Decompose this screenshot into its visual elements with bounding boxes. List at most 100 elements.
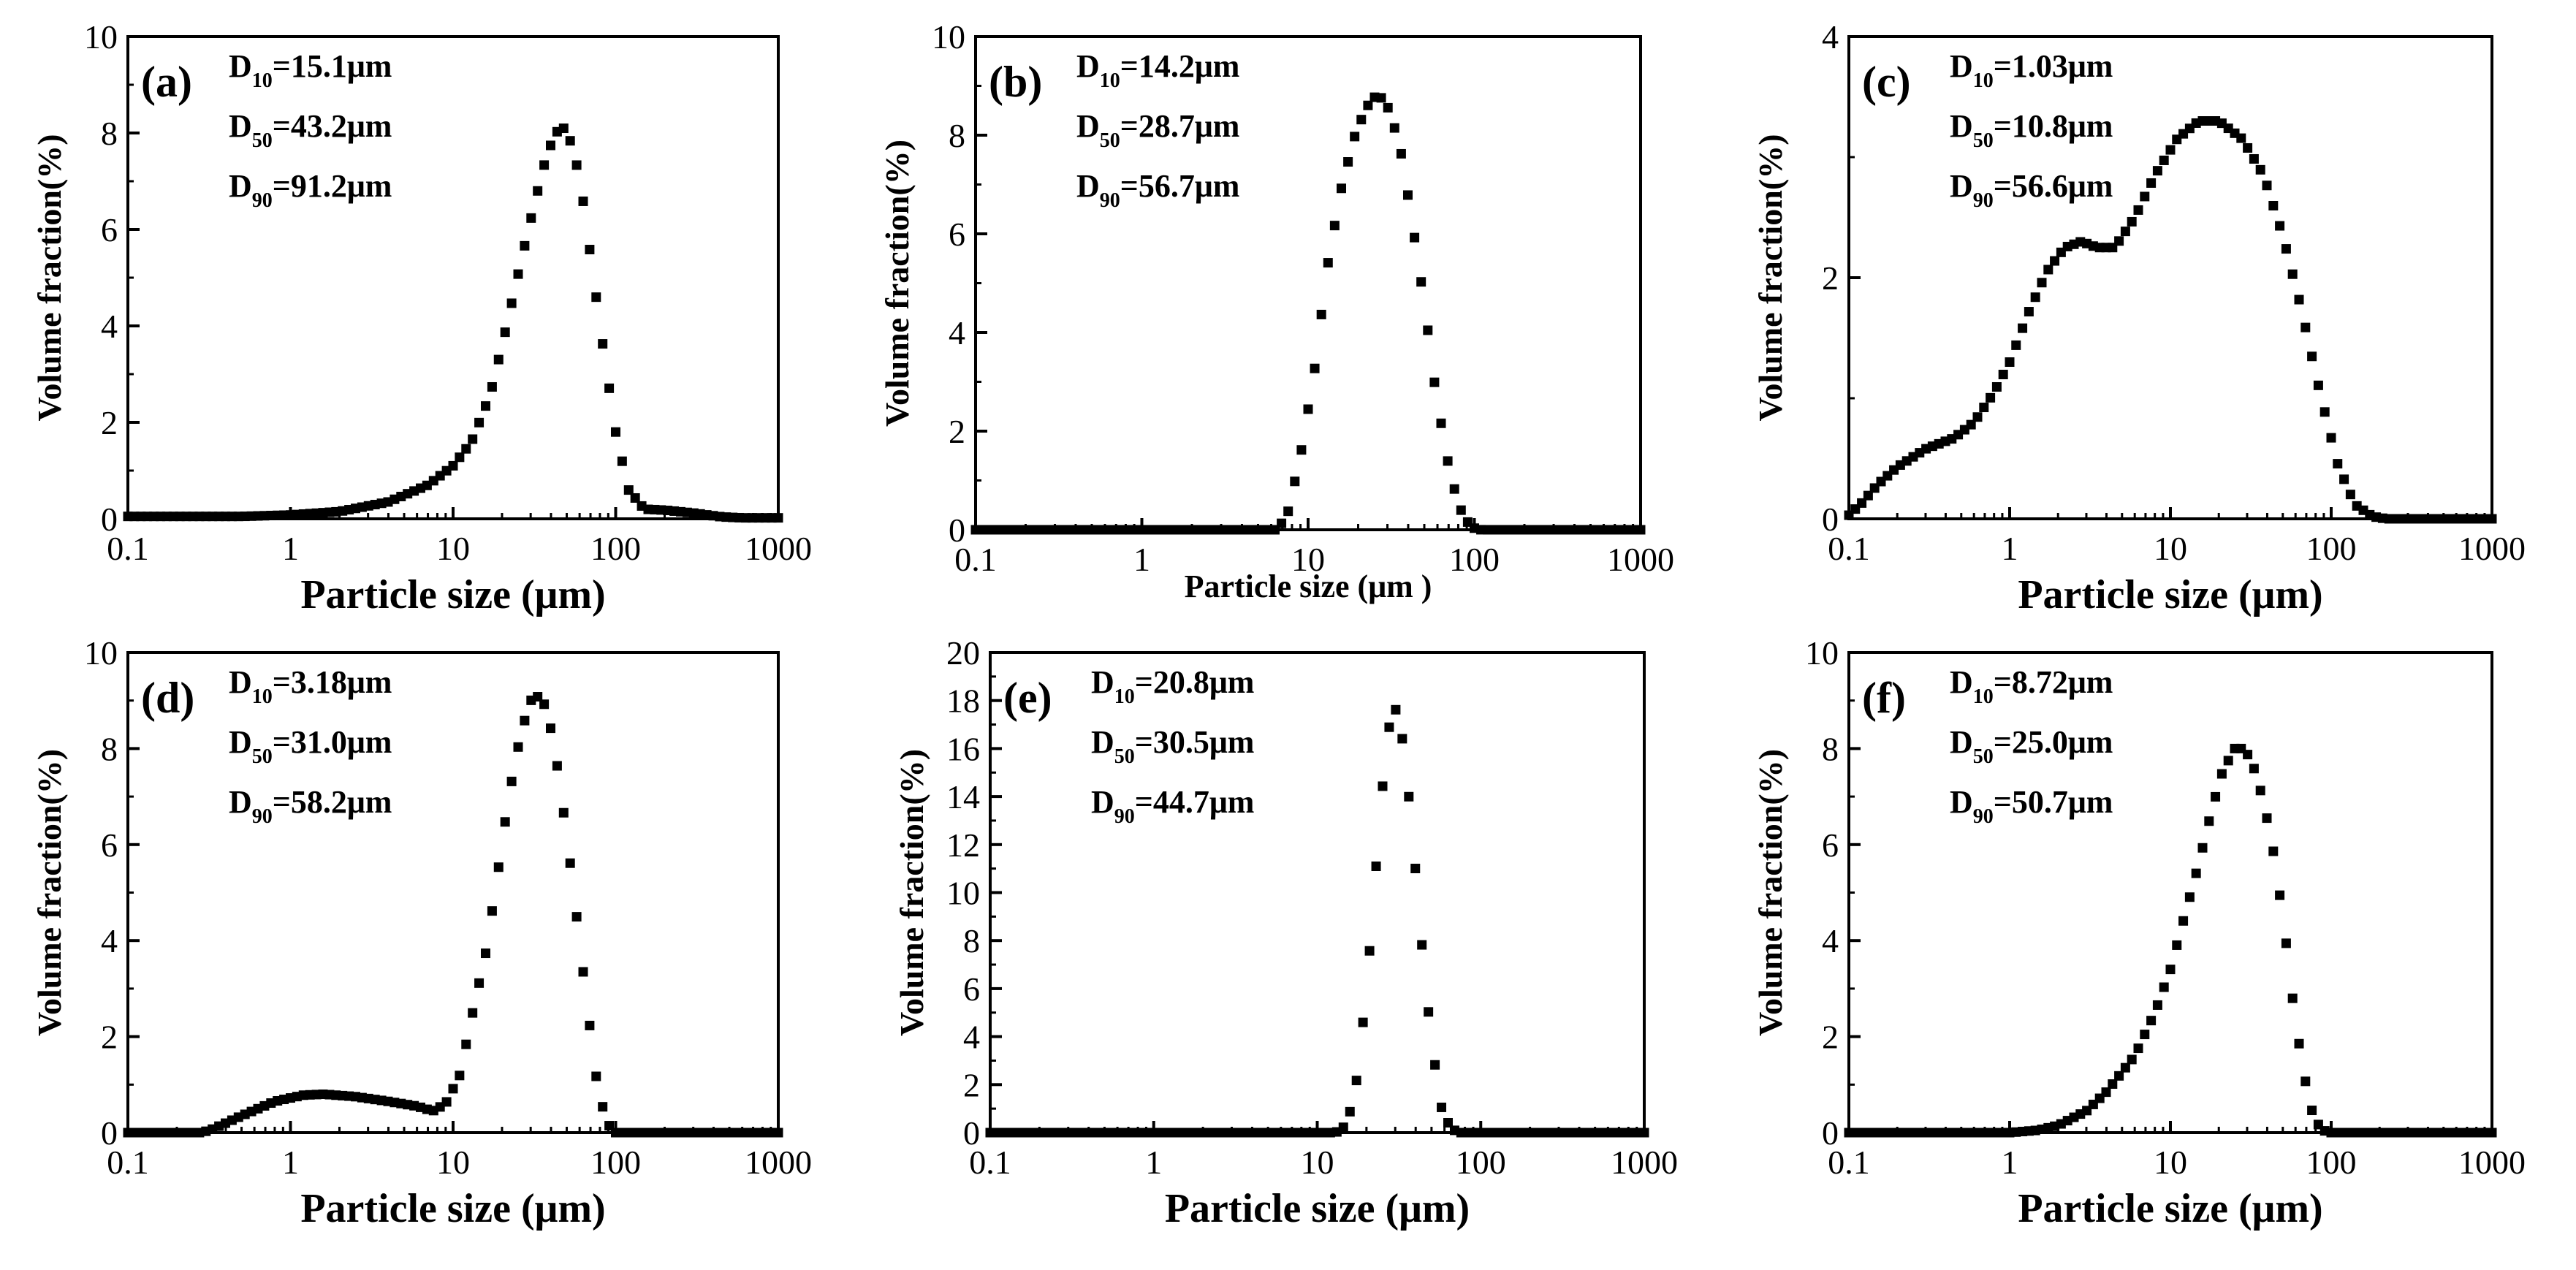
data-point: [558, 123, 569, 134]
annotation-symbol: D: [1091, 784, 1114, 820]
data-point: [1410, 864, 1421, 874]
data-point: [571, 160, 582, 170]
data-point: [2165, 965, 2176, 975]
x-tick-label: 0.1: [954, 541, 997, 578]
data-point: [1857, 498, 1867, 508]
data-point: [1371, 861, 1381, 871]
annotation-symbol: D: [229, 664, 252, 700]
plot-frame: [1847, 651, 2493, 1134]
data-point: [487, 381, 497, 392]
percentile-annotation: D50=43.2μm: [229, 108, 392, 152]
data-point: [1290, 476, 1300, 487]
data-point: [2255, 786, 2265, 796]
y-tick-label: 2: [101, 1019, 118, 1056]
annotation-subscript: 50: [1100, 129, 1120, 152]
data-point: [2172, 940, 2182, 950]
percentile-annotation: D50=25.0μm: [1950, 724, 2113, 768]
plot-frame: [126, 35, 780, 520]
data-point: [461, 444, 471, 454]
data-point: [2268, 846, 2279, 856]
data-point: [448, 460, 458, 471]
data-point: [1429, 377, 1440, 387]
panel-tag: (a): [141, 58, 192, 106]
annotation-symbol: D: [229, 168, 252, 204]
data-point: [2043, 265, 2053, 275]
x-tick-label: 1: [2002, 530, 2018, 567]
data-point: [2294, 1038, 2304, 1049]
annotation-symbol: D: [1091, 724, 1114, 760]
data-point: [1396, 148, 1406, 159]
annotation-symbol: D: [1950, 48, 1973, 84]
x-tick-label: 1000: [745, 1144, 812, 1181]
annotation-subscript: 50: [1114, 745, 1135, 768]
chart-panel: 0.1 1 10 100 1000 0 2 4 6 8 10 Particle size (μm) Vo…: [31, 634, 812, 1231]
percentile-annotation: D90=56.6μm: [1950, 168, 2113, 212]
data-point: [2487, 1128, 2497, 1138]
data-point: [513, 269, 523, 279]
data-point: [598, 1102, 608, 1112]
annotation-symbol: D: [1950, 664, 1973, 700]
x-tick-label: 0.1: [107, 530, 149, 567]
y-tick-label: 2: [101, 404, 118, 441]
y-tick-label: 0: [1822, 1114, 1839, 1152]
data-point: [2114, 236, 2124, 246]
data-point: [585, 1020, 595, 1030]
annotation-symbol: D: [1091, 664, 1114, 700]
data-point: [1863, 490, 1873, 501]
data-point: [2197, 843, 2208, 853]
annotation-subscript: 10: [1973, 685, 1994, 708]
data-point: [2243, 750, 2253, 760]
annotation-symbol: D: [1950, 784, 1973, 820]
y-tick-label: 8: [1822, 730, 1839, 767]
data-point: [2326, 433, 2336, 443]
data-point: [2108, 1079, 2118, 1090]
data-point: [2281, 938, 2291, 948]
panel-tag: (b): [989, 58, 1042, 106]
x-tick-label: 0.1: [107, 1144, 149, 1181]
data-point: [493, 354, 504, 365]
data-point: [455, 1071, 465, 1081]
data-point: [578, 967, 588, 977]
x-tick-label: 10: [2154, 530, 2187, 567]
x-tick-label: 1: [1145, 1144, 1162, 1181]
y-tick-label: 2: [1822, 259, 1839, 297]
data-point: [441, 1097, 452, 1107]
y-tick-label: 6: [101, 211, 118, 248]
data-point: [526, 213, 536, 223]
data-point: [2191, 868, 2201, 878]
y-tick-label: 16: [946, 730, 980, 767]
percentile-annotation: D10=14.2μm: [1076, 48, 1239, 92]
data-point: [1423, 325, 1433, 335]
data-point: [623, 485, 634, 495]
data-point: [2313, 380, 2323, 390]
data-point: [1416, 277, 1426, 287]
data-point: [2255, 164, 2265, 175]
y-tick-label: 12: [946, 826, 980, 864]
y-tick-label: 2: [1822, 1019, 1839, 1056]
data-point: [1966, 419, 1976, 430]
x-tick-label: 100: [590, 1144, 641, 1181]
data-point: [2114, 1071, 2124, 1081]
data-point: [506, 776, 517, 786]
data-point: [2159, 982, 2169, 992]
data-point: [2262, 813, 2272, 824]
annotation-value: =15.1μm: [273, 48, 392, 84]
chart-panel: 0.1 1 10 100 1000 0 2 4 6 8 10 12 14 16 18 20 Particle s…: [893, 634, 1678, 1231]
percentile-annotation: D10=20.8μm: [1091, 664, 1254, 708]
y-tick-label: 4: [1822, 922, 1839, 959]
annotation-symbol: D: [229, 48, 252, 84]
y-tick-label: 6: [963, 970, 980, 1008]
data-point: [1417, 940, 1427, 950]
data-point: [1389, 123, 1399, 133]
percentile-annotation: D90=50.7μm: [1950, 784, 2113, 828]
annotation-symbol: D: [1950, 108, 1973, 144]
percentile-annotation: D90=91.2μm: [229, 168, 392, 212]
data-point: [1384, 722, 1394, 732]
x-tick-label: 0.1: [1828, 530, 1870, 567]
y-tick-label: 10: [932, 18, 965, 56]
data-point: [1345, 1106, 1355, 1117]
y-tick-label: 18: [946, 682, 980, 720]
data-point: [565, 136, 575, 146]
y-tick-label: 4: [949, 314, 965, 351]
chart-panel: 0.1 1 10 100 1000 0 2 4 6 8 10 Particle size (μm) Vo…: [31, 18, 812, 617]
